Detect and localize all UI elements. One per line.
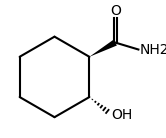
Text: NH2: NH2 bbox=[140, 43, 166, 56]
Text: OH: OH bbox=[112, 108, 133, 122]
Polygon shape bbox=[89, 40, 117, 57]
Text: O: O bbox=[110, 4, 121, 18]
